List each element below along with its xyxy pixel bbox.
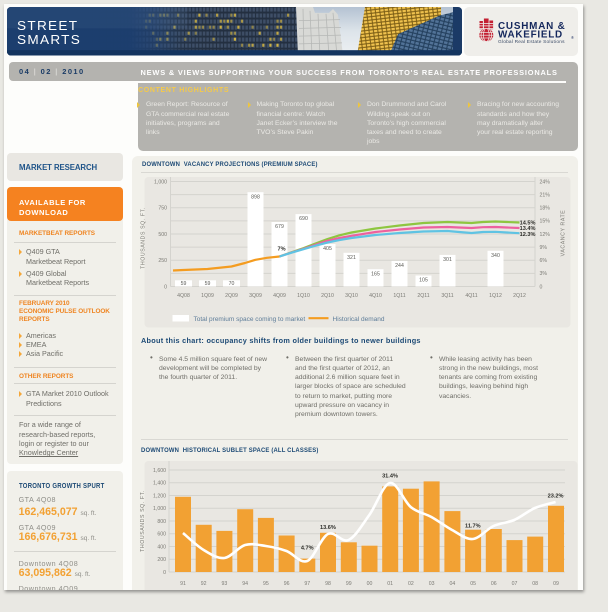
svg-text:59: 59 (205, 281, 211, 287)
svg-text:4Q09: 4Q09 (273, 293, 286, 299)
svg-text:1,600: 1,600 (153, 468, 166, 474)
svg-text:898: 898 (251, 194, 260, 200)
svg-text:97: 97 (304, 581, 310, 587)
svg-text:340: 340 (491, 253, 500, 259)
svg-text:1Q12: 1Q12 (489, 293, 502, 299)
svg-text:12.3%: 12.3% (520, 232, 536, 238)
svg-text:Global Real Estate Solutions: Global Real Estate Solutions (498, 39, 565, 45)
svg-text:0: 0 (164, 284, 167, 290)
svg-text:800: 800 (157, 519, 166, 525)
svg-text:07: 07 (512, 581, 518, 587)
svg-text:600: 600 (157, 532, 166, 538)
svg-text:3Q09: 3Q09 (249, 293, 262, 299)
svg-text:7%: 7% (277, 246, 285, 252)
svg-text:92: 92 (201, 581, 207, 587)
svg-text:500: 500 (158, 232, 167, 238)
svg-text:3%: 3% (540, 271, 548, 277)
svg-text:3Q11: 3Q11 (441, 293, 453, 299)
svg-text:11.7%: 11.7% (465, 524, 481, 530)
svg-text:00: 00 (367, 581, 373, 587)
svg-text:0: 0 (540, 284, 543, 290)
svg-text:59: 59 (181, 281, 187, 287)
svg-text:750: 750 (158, 206, 167, 212)
svg-text:13.6%: 13.6% (320, 525, 336, 531)
svg-text:06: 06 (491, 581, 497, 587)
svg-text:405: 405 (323, 246, 332, 252)
svg-text:9%: 9% (540, 245, 548, 251)
svg-text:®: ® (571, 35, 574, 40)
svg-text:679: 679 (275, 224, 284, 230)
svg-text:31.4%: 31.4% (382, 474, 398, 480)
svg-text:6%: 6% (540, 258, 548, 264)
svg-text:200: 200 (157, 557, 166, 563)
svg-text:12%: 12% (540, 232, 551, 238)
svg-text:09: 09 (553, 581, 559, 587)
svg-text:Total premium space coming to: Total premium space coming to market (194, 316, 306, 323)
svg-text:2Q10: 2Q10 (321, 293, 334, 299)
svg-text:93: 93 (222, 581, 228, 587)
svg-text:14.5%: 14.5% (520, 221, 536, 227)
svg-text:21%: 21% (540, 192, 551, 198)
svg-text:250: 250 (158, 258, 167, 264)
svg-text:1,000: 1,000 (153, 506, 166, 512)
svg-text:4Q10: 4Q10 (369, 293, 382, 299)
svg-text:1,400: 1,400 (153, 481, 166, 487)
svg-text:3Q10: 3Q10 (345, 293, 358, 299)
svg-text:08: 08 (532, 581, 538, 587)
svg-text:95: 95 (263, 581, 269, 587)
svg-text:23.2%: 23.2% (548, 494, 564, 500)
svg-text:1Q11: 1Q11 (393, 293, 405, 299)
svg-text:04: 04 (450, 581, 456, 587)
svg-text:1,000: 1,000 (154, 179, 167, 185)
svg-text:96: 96 (284, 581, 290, 587)
svg-text:165: 165 (371, 271, 380, 277)
svg-text:03: 03 (429, 581, 435, 587)
svg-text:STREET: STREET (17, 18, 78, 33)
svg-text:0: 0 (163, 570, 166, 576)
svg-text:400: 400 (157, 544, 166, 550)
svg-text:2Q11: 2Q11 (417, 293, 429, 299)
svg-text:13.4%: 13.4% (520, 226, 536, 232)
svg-text:1,200: 1,200 (153, 493, 166, 499)
svg-text:15%: 15% (540, 219, 551, 225)
svg-text:18%: 18% (540, 206, 551, 212)
svg-text:02: 02 (408, 581, 414, 587)
svg-text:05: 05 (470, 581, 476, 587)
svg-text:01: 01 (387, 581, 393, 587)
svg-text:24%: 24% (540, 179, 551, 185)
svg-text:321: 321 (347, 255, 356, 261)
svg-text:1Q09: 1Q09 (201, 293, 214, 299)
svg-text:4.7%: 4.7% (301, 546, 314, 552)
svg-text:91: 91 (180, 581, 186, 587)
svg-text:THOUSANDS SQ. FT.: THOUSANDS SQ. FT. (140, 490, 146, 552)
svg-text:99: 99 (346, 581, 352, 587)
svg-text:70: 70 (229, 281, 235, 287)
svg-text:THOUSANDS SQ. FT.: THOUSANDS SQ. FT. (141, 207, 147, 269)
svg-text:CUSHMAN &: CUSHMAN & (498, 21, 566, 32)
svg-text:94: 94 (242, 581, 248, 587)
svg-text:Historical demand: Historical demand (333, 316, 385, 323)
svg-text:105: 105 (419, 278, 428, 284)
svg-text:4Q11: 4Q11 (465, 293, 477, 299)
svg-text:301: 301 (443, 257, 452, 263)
svg-text:690: 690 (299, 216, 308, 222)
svg-text:4Q08: 4Q08 (177, 293, 190, 299)
svg-text:WAKEFIELD: WAKEFIELD (498, 29, 563, 40)
svg-text:244: 244 (395, 263, 404, 269)
svg-text:SMARTS: SMARTS (17, 32, 81, 47)
svg-text:2Q09: 2Q09 (225, 293, 238, 299)
svg-text:VACANCY RATE: VACANCY RATE (561, 210, 567, 257)
svg-text:2Q12: 2Q12 (513, 293, 526, 299)
svg-text:98: 98 (325, 581, 331, 587)
svg-text:1Q10: 1Q10 (297, 293, 310, 299)
